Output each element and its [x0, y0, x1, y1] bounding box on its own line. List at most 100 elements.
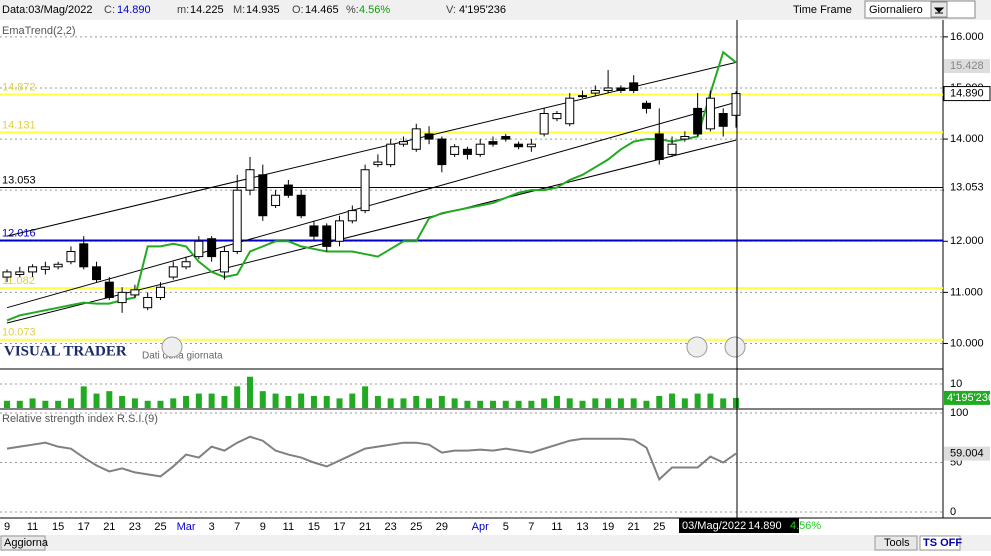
- level-label: 14.131: [2, 119, 36, 131]
- x-tick-label: 9: [4, 521, 10, 533]
- candle-body: [168, 266, 178, 278]
- x-tick-label: 23: [129, 521, 141, 533]
- field-label: M:: [233, 4, 245, 16]
- y-tick-label: 11.000: [950, 286, 983, 298]
- volume-label: 4'195'236: [947, 392, 991, 404]
- candle-body: [590, 90, 600, 94]
- volume-bar: [630, 398, 637, 408]
- price-marker-label: 15.428: [950, 60, 984, 72]
- volume-marker: [944, 390, 990, 405]
- ts-label[interactable]: TS OFF: [923, 537, 962, 549]
- candle-body: [488, 141, 498, 145]
- channel-line: [6, 139, 737, 324]
- candle-body: [335, 220, 345, 242]
- field-label: O:: [292, 4, 304, 16]
- y-tick-label: 100: [950, 407, 968, 419]
- x-tick-label: 11: [551, 521, 562, 533]
- volume-bar: [247, 376, 253, 408]
- candle-body: [424, 133, 434, 140]
- volume-bar: [349, 393, 356, 408]
- x-tick-label: 29: [436, 521, 448, 533]
- field-value: 14.225: [190, 4, 224, 16]
- ema-line: [6, 50, 737, 322]
- candle-body: [552, 113, 562, 120]
- x-tick-label: 21: [359, 521, 371, 533]
- volume-bar: [490, 400, 496, 408]
- info-icon[interactable]: [161, 336, 183, 358]
- candle-body: [398, 141, 408, 145]
- update-label[interactable]: Aggiorna: [4, 537, 49, 549]
- rsi-label: 59.004: [950, 447, 984, 459]
- price-marker-label: 13.053: [950, 181, 984, 193]
- volume-bar: [234, 386, 241, 408]
- candle-body: [641, 102, 651, 109]
- volume-bar: [541, 398, 548, 408]
- time-frame-label: Time Frame: [793, 4, 852, 16]
- volume-bar: [426, 398, 433, 408]
- candle-body: [680, 136, 690, 140]
- x-tick-label: 21: [628, 521, 640, 533]
- date-field: Data:03/Mag/2022: [2, 4, 93, 16]
- candle-body: [501, 136, 511, 140]
- x-tick-label: 17: [78, 521, 90, 533]
- tools-button[interactable]: [874, 535, 918, 551]
- field-label: V:: [446, 4, 456, 16]
- candle-body: [347, 210, 357, 222]
- tools-label[interactable]: Tools: [884, 537, 910, 549]
- volume-bar: [617, 398, 624, 408]
- volume-bar: [106, 391, 113, 408]
- field-label: m:: [177, 4, 189, 16]
- candle-body: [360, 169, 370, 212]
- candle-body: [718, 113, 728, 127]
- volume-bar: [323, 395, 330, 408]
- field-label: C:: [104, 4, 115, 16]
- volume-bar: [502, 400, 509, 408]
- candle-body: [705, 97, 715, 130]
- candle-body: [219, 250, 229, 273]
- volume-bar: [16, 400, 23, 408]
- volume-bar: [310, 395, 317, 408]
- candle-body: [130, 289, 140, 296]
- channel-line: [6, 61, 737, 237]
- volume-bar: [362, 386, 369, 408]
- volume-bar: [298, 393, 305, 408]
- volume-bar: [720, 398, 727, 408]
- candle-body: [693, 107, 703, 135]
- y-tick-label: 16.000: [950, 31, 984, 43]
- candle-body: [104, 281, 114, 298]
- update-button[interactable]: [0, 535, 46, 551]
- candle-body: [462, 148, 472, 155]
- level-label: 14.872: [2, 81, 36, 93]
- x-tick-label: 25: [653, 521, 665, 533]
- candle-body: [66, 250, 76, 263]
- info-icon[interactable]: [686, 336, 708, 358]
- x-tick-label: 13: [576, 521, 588, 533]
- volume-bar: [183, 395, 190, 408]
- price-marker: [944, 59, 990, 74]
- volume-bar: [195, 393, 202, 408]
- y-tick-label: 10.000: [950, 337, 984, 349]
- candle-body: [539, 113, 549, 135]
- volume-bar: [553, 395, 560, 408]
- candle-body: [526, 143, 536, 148]
- price-marker: [944, 180, 990, 195]
- volume-bar: [464, 400, 471, 408]
- info-icon[interactable]: [724, 336, 746, 358]
- candle-body: [207, 238, 217, 258]
- x-tick-label: 7: [528, 521, 534, 533]
- volume-bar: [29, 398, 36, 408]
- volume-bar: [67, 398, 74, 408]
- volume-bar: [387, 398, 394, 408]
- candle-body: [258, 174, 268, 217]
- y-tick-label: 10: [950, 378, 962, 390]
- ts-button[interactable]: [919, 535, 961, 551]
- y-tick-label: 12.000: [950, 235, 984, 247]
- volume-bar: [4, 400, 10, 408]
- candle-body: [731, 93, 741, 116]
- price-marker: [943, 86, 991, 102]
- status-bar: [0, 535, 991, 551]
- volume-bar: [694, 393, 701, 408]
- x-tick-label: 5: [503, 521, 509, 533]
- field-value: 14.935: [246, 4, 280, 16]
- volume-bar: [208, 393, 215, 408]
